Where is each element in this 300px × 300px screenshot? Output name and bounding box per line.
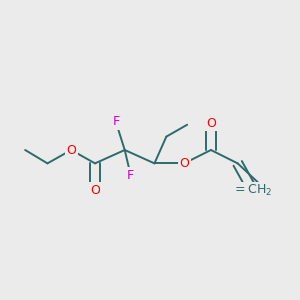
Text: $=$CH$_2$: $=$CH$_2$ xyxy=(232,183,273,198)
Text: O: O xyxy=(206,117,216,130)
Text: O: O xyxy=(90,184,100,196)
Text: F: F xyxy=(112,115,119,128)
Text: F: F xyxy=(127,169,134,182)
Text: O: O xyxy=(179,157,189,170)
Text: O: O xyxy=(66,143,76,157)
